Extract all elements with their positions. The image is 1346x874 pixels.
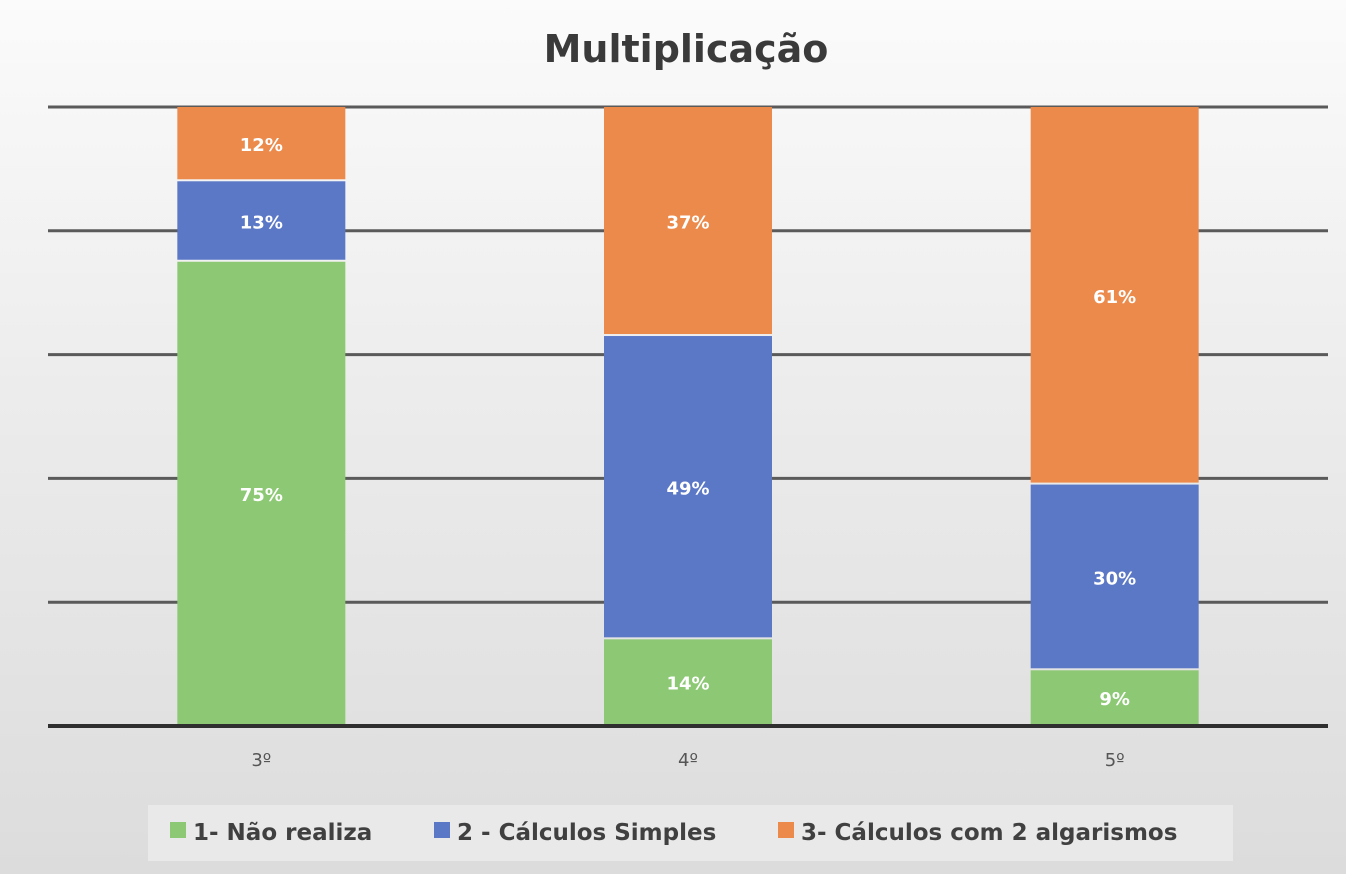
chart-title: Multiplicação [544, 27, 829, 71]
bar-segment [604, 336, 772, 638]
legend-background [148, 805, 1233, 861]
legend-label: 2 - Cálculos Simples [457, 820, 716, 846]
legend-swatch [170, 822, 186, 838]
legend-swatch [434, 822, 450, 838]
bar-segment [1030, 484, 1199, 669]
x-tick-label: 4º [678, 750, 698, 771]
data-label: 37% [666, 213, 709, 234]
bar-segment [604, 639, 772, 724]
x-tick-label: 5º [1105, 750, 1125, 771]
legend-label: 1- Não realiza [193, 820, 372, 846]
bar-segment [604, 107, 772, 335]
bar-segment [177, 181, 346, 260]
data-label: 14% [666, 674, 709, 695]
legend-label: 3- Cálculos com 2 algarismos [801, 820, 1177, 846]
legend-swatch [778, 822, 794, 838]
bar-segment [1030, 670, 1199, 724]
data-label: 9% [1099, 689, 1130, 710]
bars: 75% 13% 12% 14% 49% 37% 9% 30% 61% [177, 107, 1199, 724]
data-label: 75% [240, 485, 283, 506]
data-label: 30% [1093, 568, 1136, 589]
data-label: 13% [240, 213, 283, 234]
legend: 1- Não realiza 2 - Cálculos Simples 3- Cál… [148, 805, 1233, 861]
data-label: 12% [240, 135, 283, 156]
bar-segment [177, 107, 346, 180]
data-label: 49% [666, 479, 709, 500]
data-label: 61% [1093, 287, 1136, 308]
x-tick-label: 3º [251, 750, 271, 771]
x-axis: 3º 4º 5º [48, 724, 1328, 771]
bar-segment [1030, 107, 1199, 483]
bar-segment [177, 261, 346, 724]
